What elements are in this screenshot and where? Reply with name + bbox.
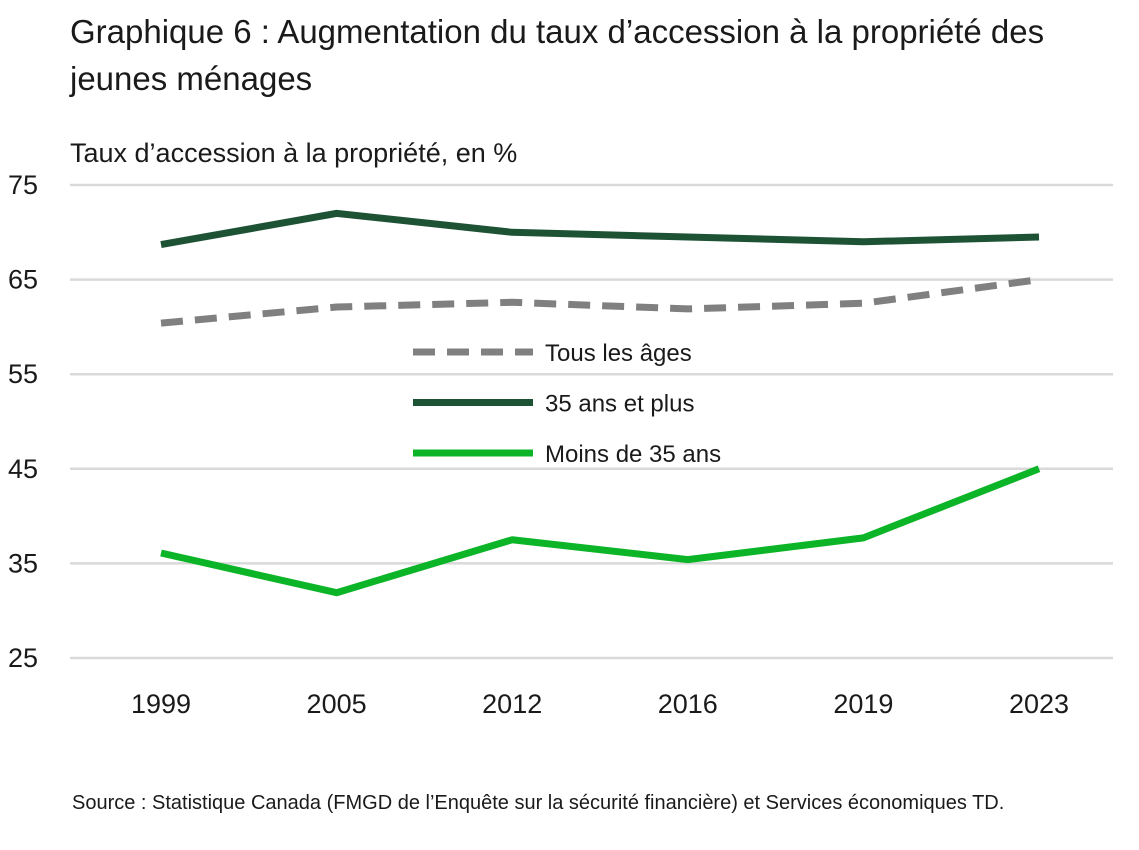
x-tick-label: 2019: [833, 689, 893, 719]
legend-label: 35 ans et plus: [545, 391, 694, 418]
y-tick-label: 35: [8, 548, 38, 578]
y-tick-label: 45: [8, 454, 38, 484]
source-note: Source : Statistique Canada (FMGD de l’E…: [72, 792, 1005, 814]
x-tick-label: 1999: [131, 689, 191, 719]
y-tick-label: 55: [8, 359, 38, 389]
chart-title: Graphique 6 : Augmentation du taux d’acc…: [70, 13, 1045, 97]
legend-label: Moins de 35 ans: [545, 441, 721, 468]
y-tick-label: 75: [8, 170, 38, 200]
series-line-1: [160, 209, 1040, 249]
x-tick-label: 2016: [658, 689, 718, 719]
series-line-0: [160, 276, 1040, 327]
y-axis-label: Taux d’accession à la propriété, en %: [70, 138, 518, 168]
series-line-2: [160, 465, 1041, 597]
y-tick-label: 65: [8, 265, 38, 295]
x-tick-label: 2012: [482, 689, 542, 719]
y-tick-label: 25: [8, 643, 38, 673]
x-tick-label: 2023: [1009, 689, 1069, 719]
x-tick-label: 2005: [307, 689, 367, 719]
legend-label: Tous les âges: [545, 340, 692, 367]
